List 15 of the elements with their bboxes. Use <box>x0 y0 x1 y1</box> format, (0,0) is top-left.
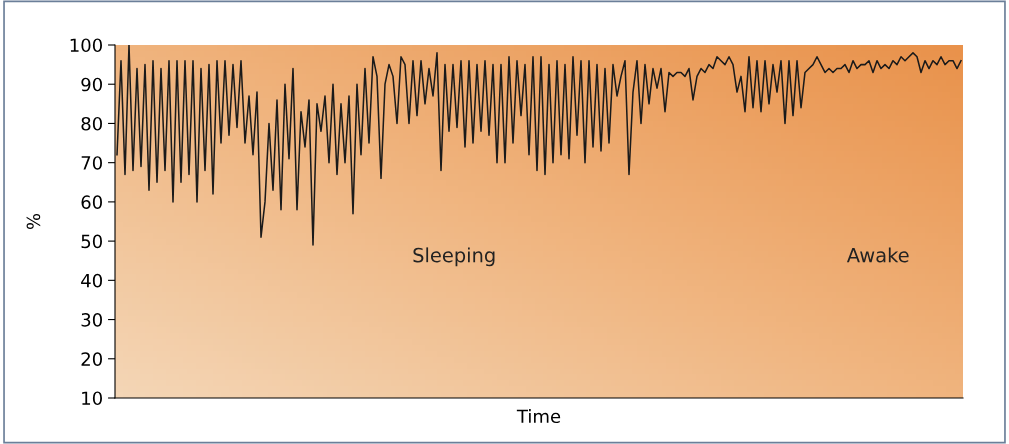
y-tick-label: 10 <box>82 391 102 406</box>
y-tick-label: 70 <box>81 156 102 170</box>
annotation: Awake <box>846 247 909 263</box>
y-tick-label: 100 <box>70 38 102 53</box>
y-tick-label: 50 <box>81 234 102 249</box>
y-tick-label: 20 <box>81 352 102 366</box>
y-tick-label: 60 <box>81 195 102 210</box>
x-axis-title: Time <box>516 409 561 424</box>
line-series <box>116 45 962 246</box>
y-tick-label: 80 <box>81 116 102 131</box>
annotation: Sleeping <box>413 247 495 267</box>
y-tick-label: 30 <box>81 313 102 327</box>
y-tick-label: 90 <box>81 77 102 92</box>
y-tick-label: 40 <box>81 273 102 288</box>
y-axis-title: % <box>26 213 41 230</box>
